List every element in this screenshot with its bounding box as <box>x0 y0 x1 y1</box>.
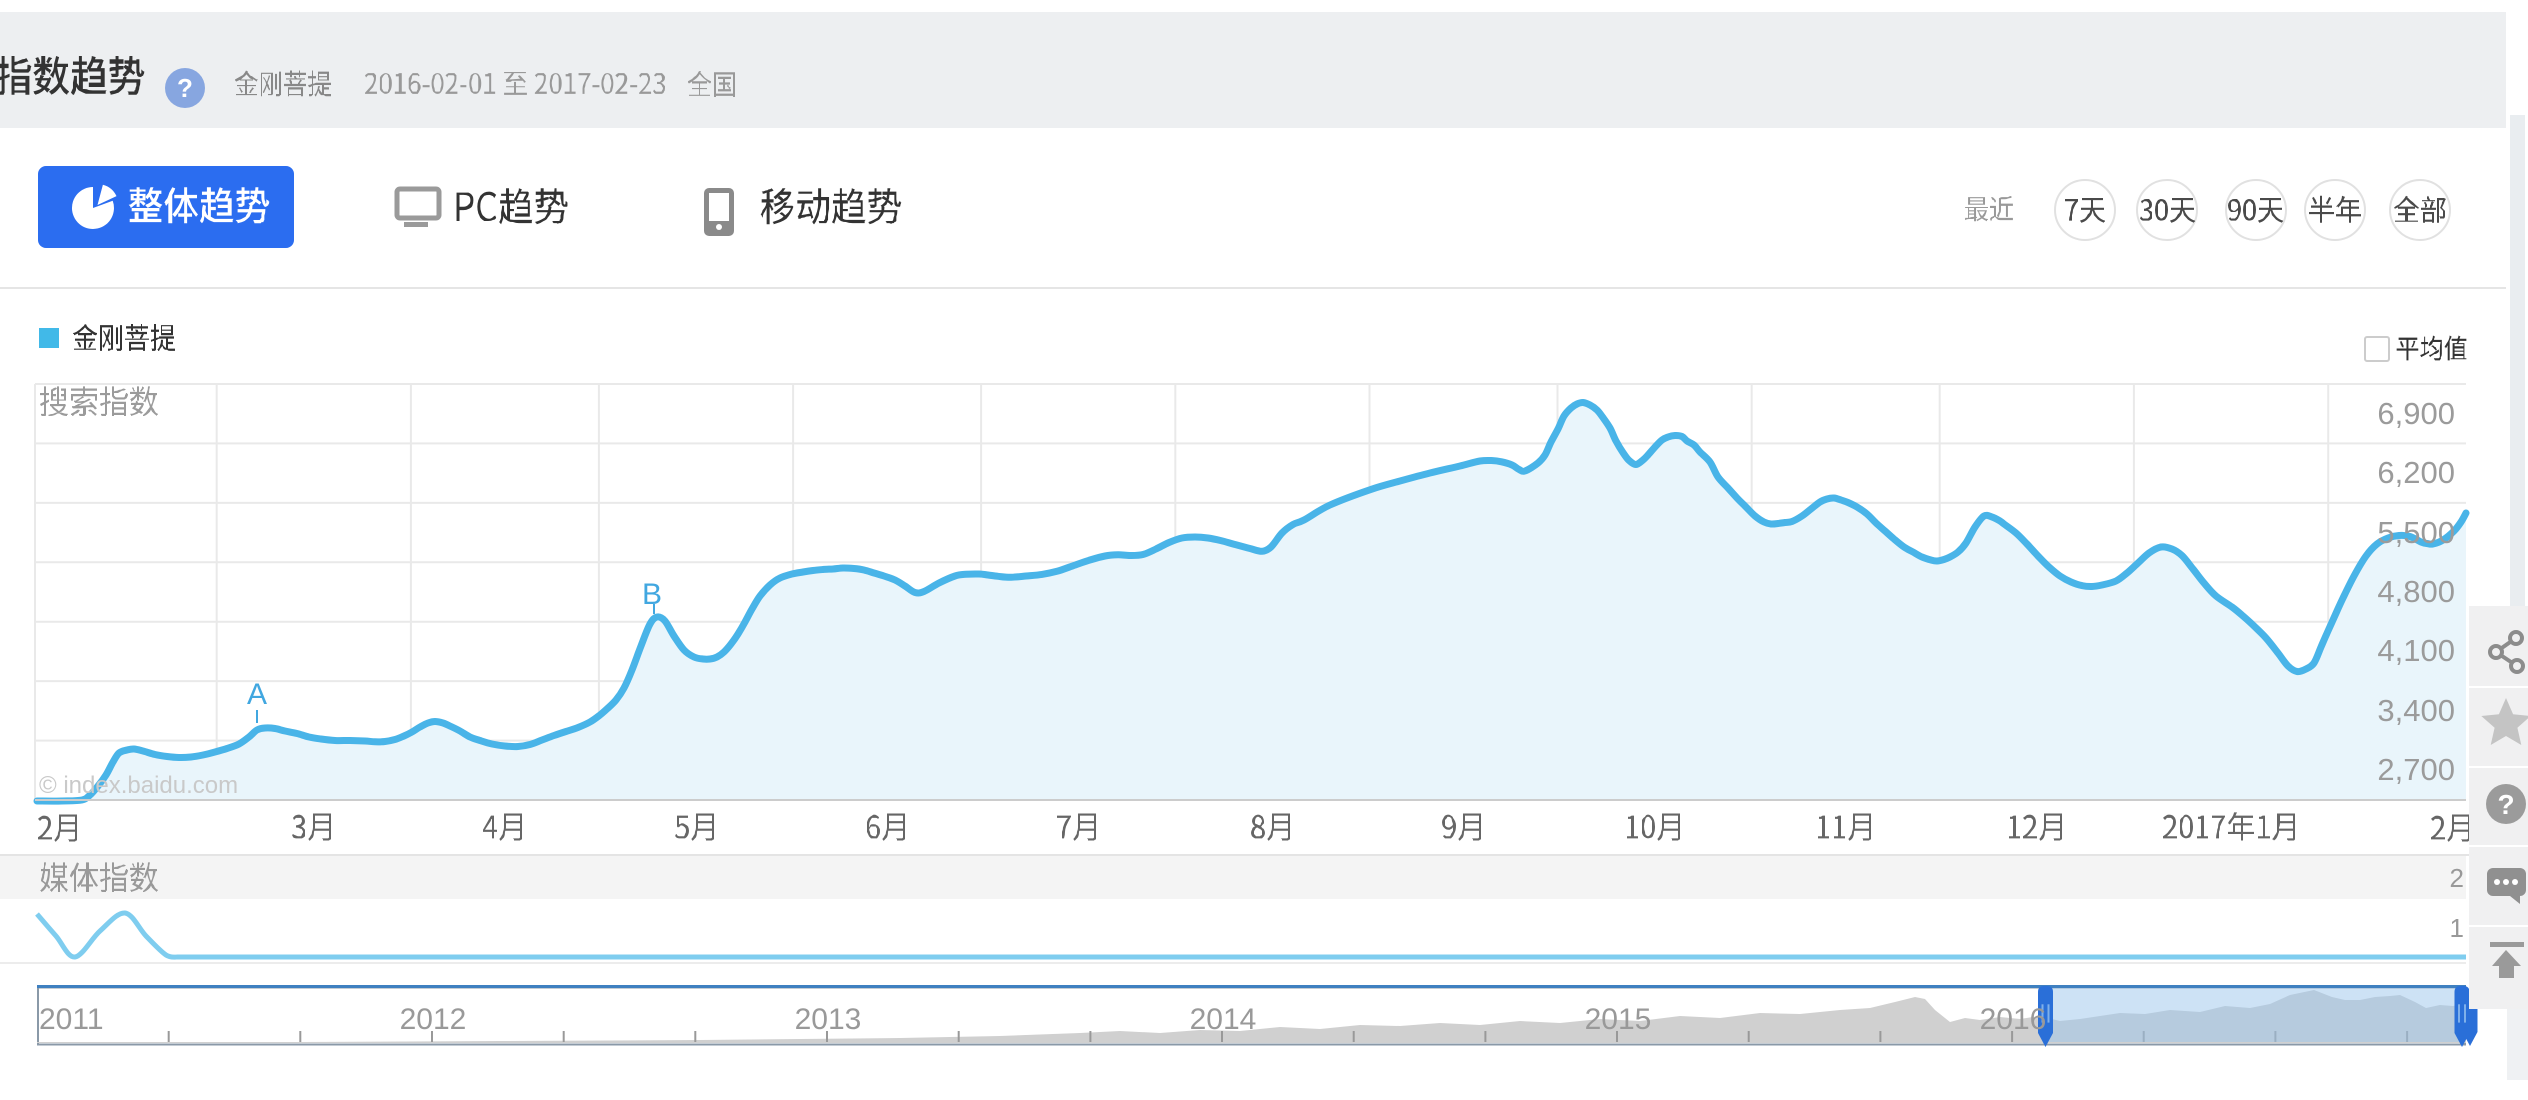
svg-text:?: ? <box>2497 789 2514 820</box>
svg-text:?: ? <box>177 73 193 103</box>
